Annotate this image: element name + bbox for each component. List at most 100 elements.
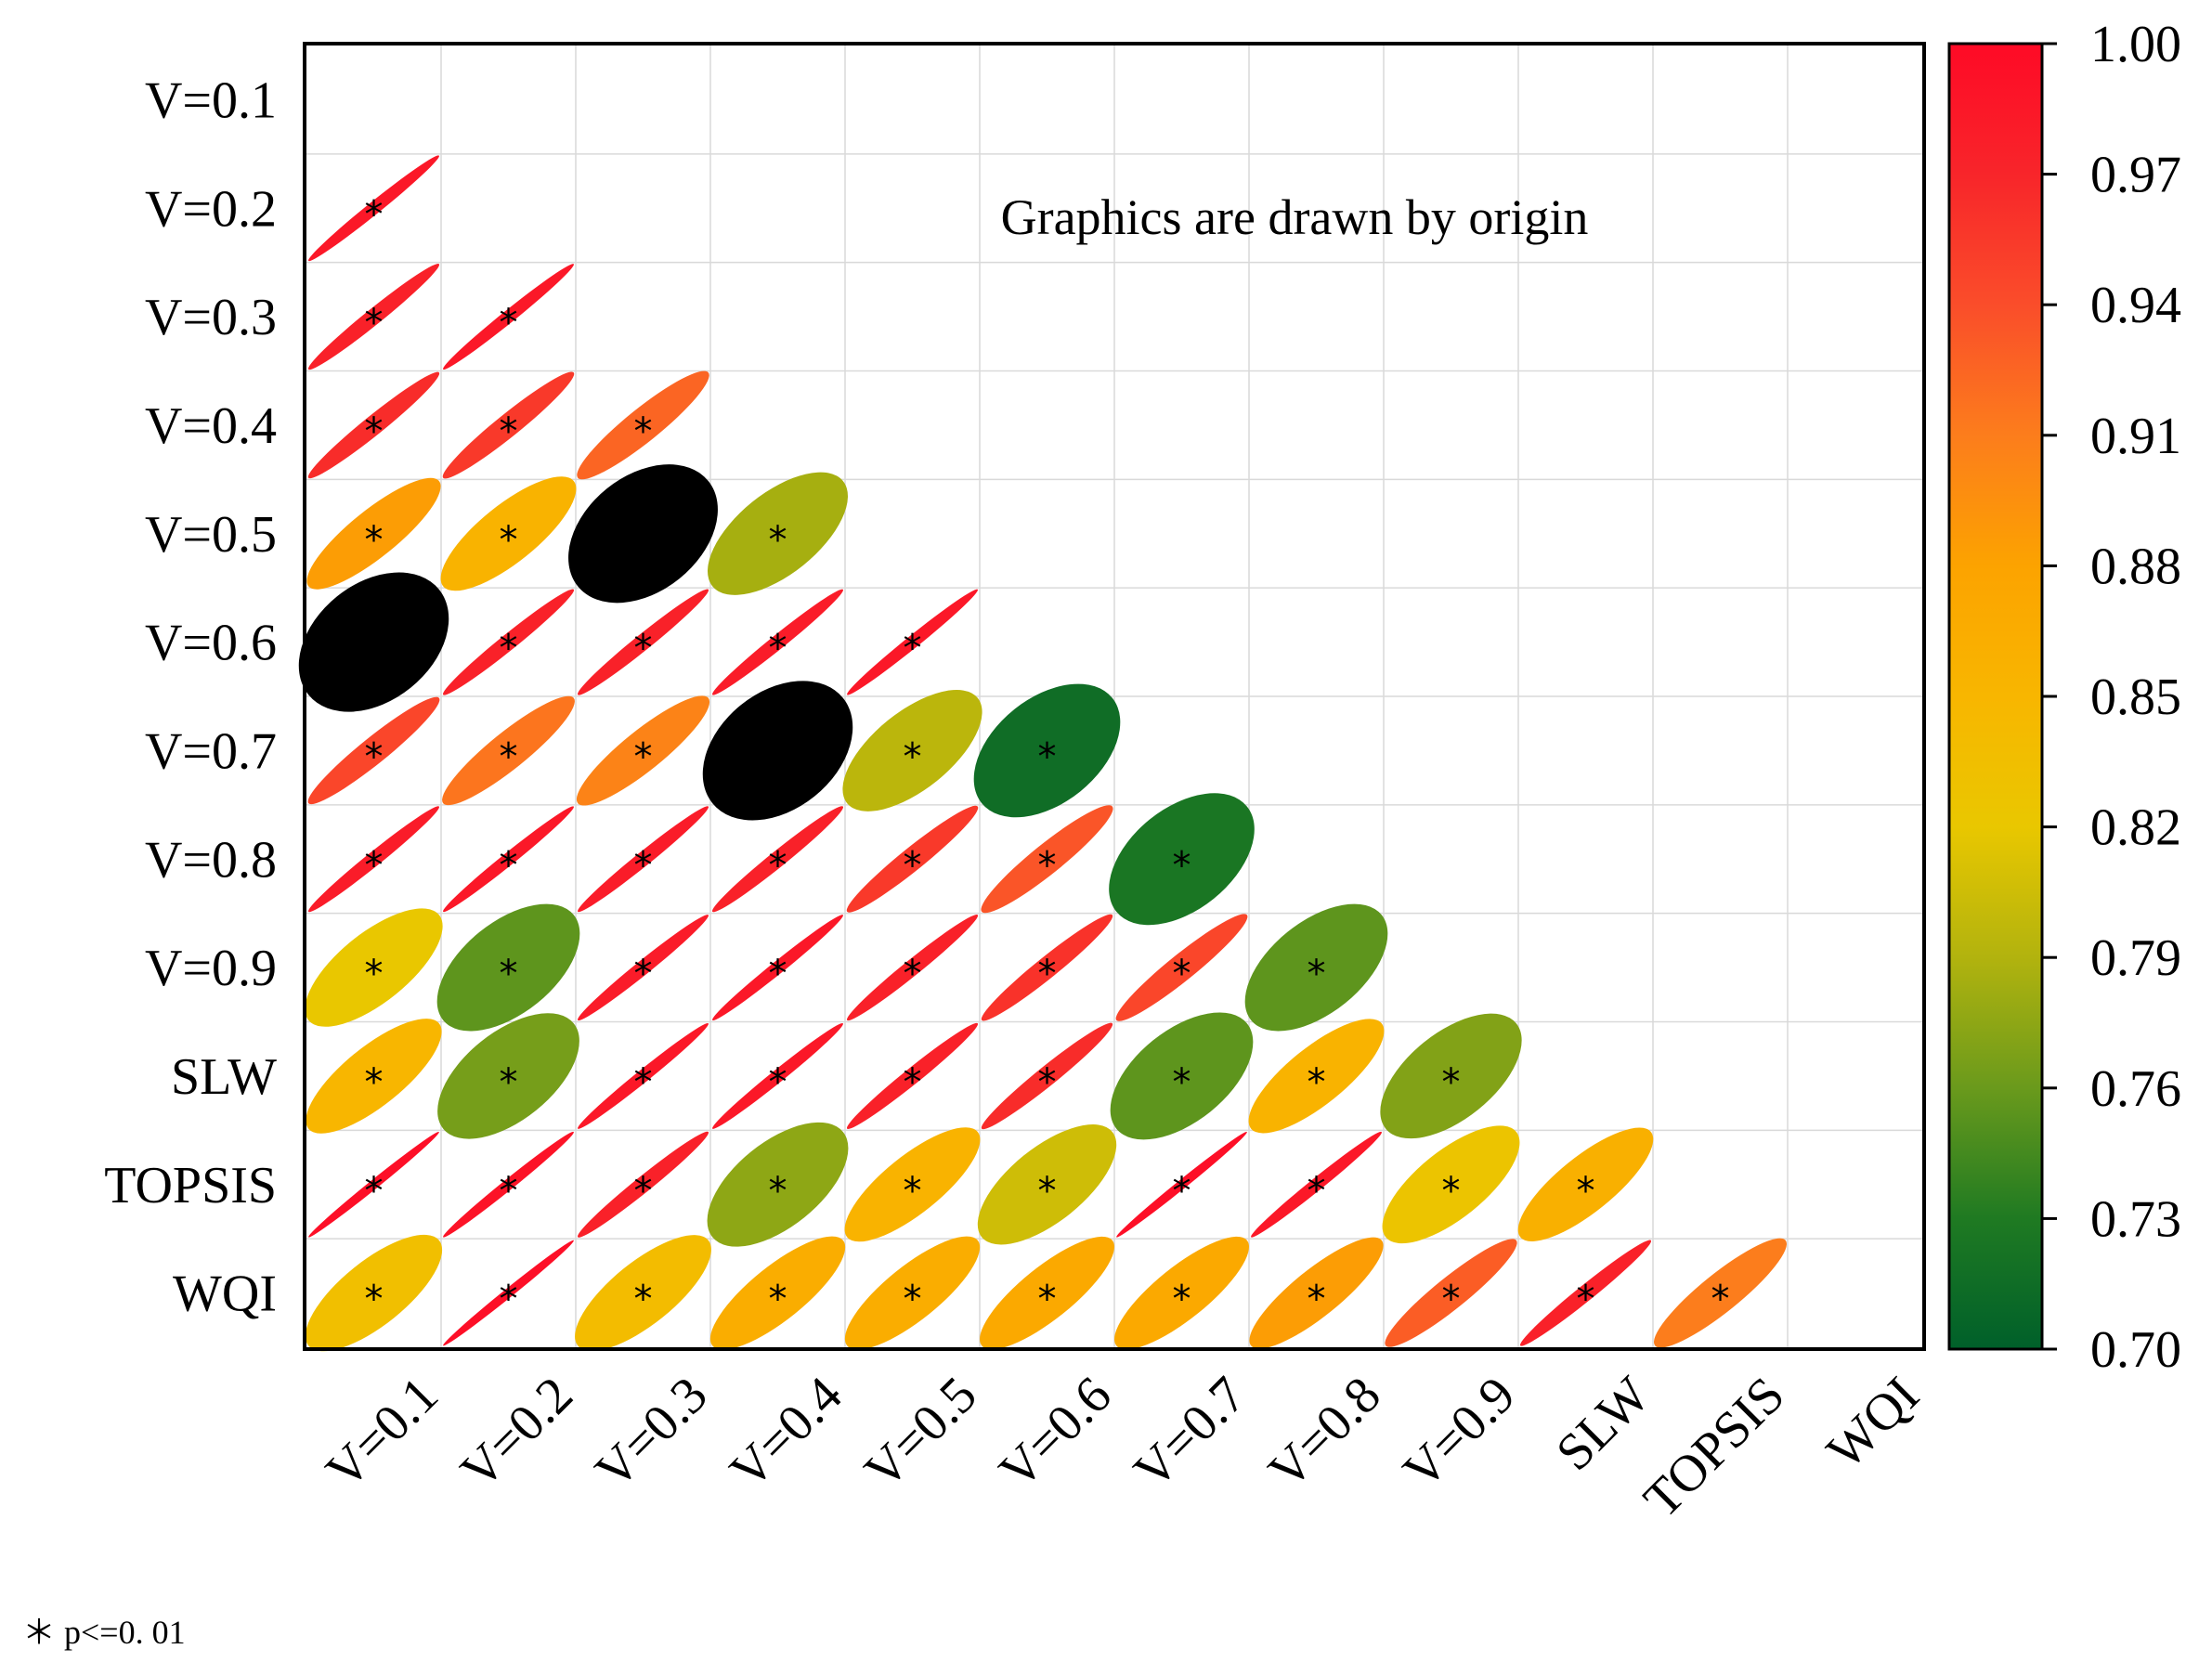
correlation-ellipse-SLW-V=0.4: [712, 1023, 843, 1129]
correlation-ellipse-V=0.9-V=0.6: [981, 914, 1113, 1021]
significance-star: *: [500, 844, 518, 887]
correlation-ellipse-SLW-V=0.9: [1380, 1013, 1522, 1139]
significance-star: *: [904, 1170, 922, 1213]
correlation-ellipse-WQI-V=0.5: [844, 1236, 981, 1350]
correlation-ellipse-V=0.3-V=0.1: [307, 264, 440, 370]
y-tick-label: V=0.7: [145, 722, 277, 780]
colorbar-tick-label: 0.70: [2090, 1321, 2181, 1379]
significance-star: *: [769, 1170, 787, 1213]
significance-star: *: [1308, 1279, 1326, 1321]
significance-star: *: [500, 302, 518, 344]
colorbar-tick-label: 0.79: [2090, 929, 2181, 987]
colorbar-tick-label: 0.73: [2090, 1190, 2181, 1248]
significance-star: *: [1038, 953, 1057, 995]
significance-star: *: [500, 1279, 518, 1321]
correlation-ellipse-V=0.6-V=0.4: [712, 589, 843, 695]
significance-star: *: [634, 519, 653, 562]
significance-star: *: [1308, 1061, 1326, 1104]
correlation-ellipse-V=0.8-V=0.2: [443, 806, 574, 913]
significance-star: *: [769, 735, 787, 778]
correlation-ellipse-WQI-V=0.7: [1114, 1236, 1249, 1350]
colorbar: [1947, 42, 2044, 1351]
colorbar-tick-label: 0.88: [2090, 538, 2181, 595]
correlation-ellipse-V=0.4-V=0.2: [442, 371, 575, 479]
significance-star: *: [904, 1279, 922, 1321]
significance-star: *: [365, 953, 384, 995]
correlation-ellipse-V=0.7-V=0.1: [307, 696, 440, 805]
correlation-ellipse-TOPSIS-V=0.1: [308, 1131, 439, 1238]
significance-star: *: [634, 1170, 653, 1213]
correlation-ellipse-V=0.7-V=0.6: [973, 683, 1121, 818]
correlation-ellipse-TOPSIS-V=0.5: [844, 1127, 981, 1242]
y-tick-label: V=0.6: [145, 615, 277, 672]
colorbar-tick-label: 0.76: [2090, 1060, 2181, 1118]
ellipse-cells: [298, 155, 1788, 1352]
correlation-ellipse-V=0.9-V=0.2: [436, 903, 580, 1032]
correlation-ellipse-WQI-TOPSIS: [1653, 1238, 1788, 1348]
correlation-ellipse-V=0.9-V=0.7: [1115, 914, 1248, 1021]
significance-star: *: [500, 1061, 518, 1104]
correlation-ellipse-SLW-V=0.6: [981, 1022, 1113, 1130]
significance-star: *: [904, 628, 922, 670]
correlation-ellipse-TOPSIS-V=0.9: [1382, 1125, 1520, 1244]
correlation-ellipse-V=0.9-V=0.1: [305, 908, 443, 1027]
significance-star: *: [365, 193, 384, 236]
correlation-ellipse-V=0.7-V=0.2: [442, 695, 575, 806]
correlation-ellipse-V=0.8-V=0.6: [981, 805, 1113, 914]
correlation-ellipse-TOPSIS-V=0.8: [1251, 1131, 1382, 1238]
correlation-ellipse-SLW-V=0.1: [306, 1019, 442, 1134]
significance-star: *: [769, 628, 787, 670]
correlation-ellipse-V=0.5-V=0.2: [440, 476, 577, 591]
significance-star: *: [365, 410, 384, 453]
correlation-ellipse-V=0.8-V=0.4: [711, 806, 844, 913]
colorbar-tick-label: 0.91: [2090, 408, 2181, 465]
significance-star: *: [500, 519, 518, 562]
correlation-ellipse-V=0.9-V=0.3: [578, 915, 709, 1021]
significance-star: *: [365, 1061, 384, 1104]
significance-star: *: [500, 953, 518, 995]
significance-star: *: [1711, 1279, 1730, 1321]
y-tick-label: V=0.2: [145, 180, 277, 238]
significance-star: *: [634, 1061, 653, 1104]
chart-annotation: Graphics are drawn by origin: [1001, 189, 1589, 245]
colorbar-tick-label: 0.94: [2090, 277, 2181, 334]
correlation-ellipse-V=0.6-V=0.5: [847, 589, 978, 695]
correlation-ellipse-TOPSIS-V=0.4: [707, 1122, 849, 1247]
significance-star: *: [1173, 1061, 1191, 1104]
significance-star: *: [634, 735, 653, 778]
significance-star: *: [1442, 1170, 1461, 1213]
significance-star: *: [634, 953, 653, 995]
y-tick-label: V=0.9: [145, 940, 277, 997]
significance-footnote: ＊ p˂=0. 01: [22, 1614, 186, 1651]
significance-star: *: [769, 844, 787, 887]
colorbar-tick-label: 0.82: [2090, 799, 2181, 857]
significance-star: *: [1442, 1279, 1461, 1321]
correlation-ellipse-V=0.7-V=0.5: [842, 690, 982, 812]
y-tick-label: V=0.8: [145, 831, 277, 889]
correlation-ellipse-SLW-V=0.2: [437, 1013, 579, 1139]
colorbar-ticks: 1.00 0.97 0.94 0.91 0.88 0.85 0.82 0.79 0.76 0.73…: [2042, 16, 2181, 1379]
significance-star: *: [1038, 735, 1057, 778]
significance-star: *: [500, 1170, 518, 1213]
significance-star: *: [1173, 844, 1191, 887]
y-tick-label: SLW: [171, 1048, 277, 1106]
correlation-ellipse-TOPSIS-V=0.6: [977, 1124, 1117, 1245]
significance-star: *: [365, 1279, 384, 1321]
correlation-ellipse-TOPSIS-V=0.7: [1116, 1131, 1247, 1238]
correlation-ellipse-V=0.7-V=0.3: [576, 695, 710, 806]
significance-star: *: [500, 735, 518, 778]
correlation-ellipse-SLW-V=0.7: [1110, 1012, 1254, 1140]
significance-star: *: [1038, 1279, 1057, 1321]
correlation-ellipse-V=0.4-V=0.3: [577, 370, 709, 480]
correlation-ellipse-V=0.4-V=0.1: [307, 371, 440, 479]
significance-star: *: [634, 1279, 653, 1321]
significance-star: *: [365, 628, 384, 670]
correlation-ellipse-TOPSIS-V=0.3: [577, 1131, 709, 1238]
plot-frame: [303, 42, 1926, 1351]
significance-star: *: [365, 735, 384, 778]
significance-star: *: [1038, 844, 1057, 887]
correlation-ellipse-V=0.8-V=0.5: [846, 805, 979, 913]
significance-star: *: [769, 953, 787, 995]
correlation-ellipse-V=0.3-V=0.2: [443, 264, 574, 370]
y-tick-label: V=0.3: [145, 289, 277, 346]
